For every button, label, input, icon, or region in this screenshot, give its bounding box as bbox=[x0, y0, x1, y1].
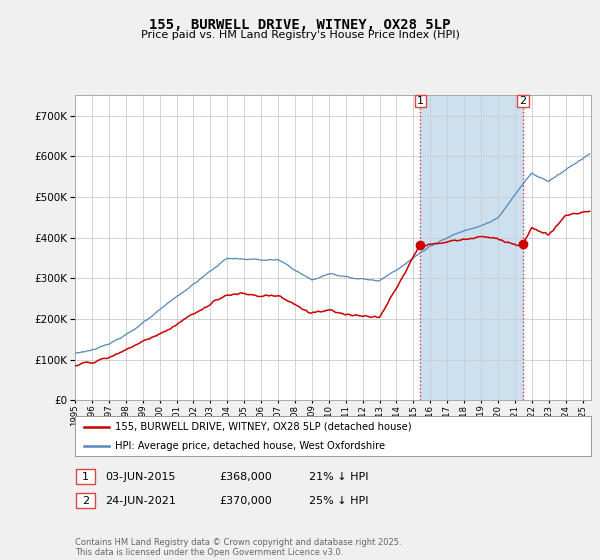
Text: 21% ↓ HPI: 21% ↓ HPI bbox=[309, 472, 368, 482]
Text: £368,000: £368,000 bbox=[219, 472, 272, 482]
Text: 24-JUN-2021: 24-JUN-2021 bbox=[105, 496, 176, 506]
Text: 03-JUN-2015: 03-JUN-2015 bbox=[105, 472, 176, 482]
Text: HPI: Average price, detached house, West Oxfordshire: HPI: Average price, detached house, West… bbox=[115, 441, 385, 450]
Text: 1: 1 bbox=[417, 96, 424, 106]
Text: Price paid vs. HM Land Registry's House Price Index (HPI): Price paid vs. HM Land Registry's House … bbox=[140, 30, 460, 40]
Text: 2: 2 bbox=[520, 96, 527, 106]
Bar bbox=[415, 95, 427, 107]
Bar bbox=[517, 95, 529, 107]
Text: 2: 2 bbox=[82, 496, 89, 506]
Text: £370,000: £370,000 bbox=[219, 496, 272, 506]
Text: 1: 1 bbox=[82, 472, 89, 482]
Text: Contains HM Land Registry data © Crown copyright and database right 2025.
This d: Contains HM Land Registry data © Crown c… bbox=[75, 538, 401, 557]
Text: 25% ↓ HPI: 25% ↓ HPI bbox=[309, 496, 368, 506]
Text: 155, BURWELL DRIVE, WITNEY, OX28 5LP (detached house): 155, BURWELL DRIVE, WITNEY, OX28 5LP (de… bbox=[115, 422, 412, 432]
Bar bbox=[421, 95, 523, 400]
Text: 155, BURWELL DRIVE, WITNEY, OX28 5LP: 155, BURWELL DRIVE, WITNEY, OX28 5LP bbox=[149, 18, 451, 32]
